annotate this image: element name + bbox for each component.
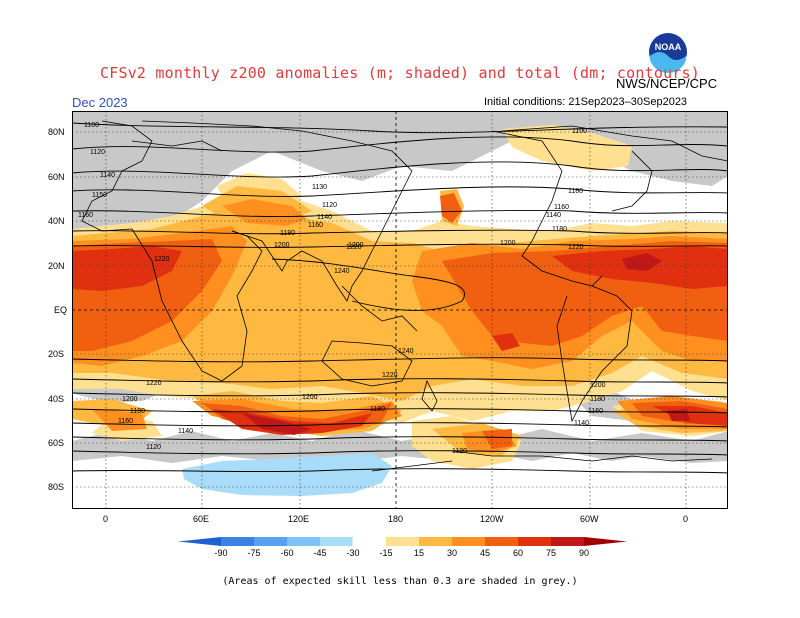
colorbar-swatch (584, 537, 627, 546)
contour-label: 1180 (130, 408, 145, 415)
contour-label: 1220 (568, 244, 584, 251)
noaa-logo: NOAA (649, 33, 687, 73)
colorbar-swatch (386, 537, 419, 546)
skill-footnote: (Areas of expected skill less than 0.3 a… (222, 576, 578, 587)
contour-label: 1200 (500, 240, 516, 247)
colorbar-swatch (485, 537, 518, 546)
lat-label-eq: EQ (54, 305, 68, 315)
contour-label: 1180 (280, 230, 295, 237)
height-contours (72, 122, 728, 474)
colorbar-tick: -15 (379, 548, 392, 558)
contour-label: 1100 (572, 128, 587, 135)
contour-label: 1160 (308, 222, 323, 229)
contour-label: 1240 (334, 268, 350, 275)
colorbar-tick: -75 (247, 548, 260, 558)
lon-label-60w: 60W (580, 514, 599, 524)
lon-label-0-east: 0 (683, 514, 689, 524)
contour-label: 1130 (312, 184, 327, 191)
colorbar-swatches (178, 536, 627, 547)
colorbar-swatch (551, 537, 584, 546)
colorbar-swatch (320, 537, 353, 546)
forecast-month: Dec 2023 (72, 95, 128, 110)
colorbar: -90 -75 -60 -45 -30 -15 15 30 45 60 75 9… (178, 536, 627, 558)
contour-label: 1200 (274, 242, 290, 249)
colorbar-swatch (518, 537, 551, 546)
lat-label-40s: 40S (48, 394, 65, 404)
contour-label: 1120 (322, 202, 337, 209)
major-gridlines (72, 111, 728, 509)
colorbar-tick: -90 (214, 548, 227, 558)
colorbar-tick: 15 (414, 548, 424, 558)
colorbar-tick: 75 (546, 548, 556, 558)
colorbar-tick: -30 (346, 548, 359, 558)
colorbar-swatch (352, 536, 387, 547)
contour-label: 1220 (346, 244, 362, 251)
map-frame (72, 111, 728, 509)
colorbar-tick: 30 (447, 548, 457, 558)
agency-label: NWS/NCEP/CPC (616, 76, 718, 91)
contour-label: 1200 (302, 394, 318, 401)
lon-label-120e: 120E (288, 514, 310, 524)
contour-label: 1140 (574, 420, 589, 427)
initial-conditions: Initial conditions: 21Sep2023–30Sep2023 (484, 96, 688, 108)
contour-label: 1240 (398, 348, 414, 355)
contour-label: 1220 (154, 256, 170, 263)
positive-anomaly-layer-90 (242, 253, 690, 435)
colorbar-swatch (178, 537, 221, 546)
contour-label: 1140 (546, 212, 561, 219)
chart-title: CFSv2 monthly z200 anomalies (m; shaded)… (100, 64, 700, 82)
lat-label-20n: 20N (48, 261, 65, 271)
colorbar-swatch (287, 537, 320, 546)
contour-label: 1180 (590, 396, 605, 403)
colorbar-tick: 90 (579, 548, 589, 558)
anomaly-map: 1100 1120 1140 1150 1160 1130 1120 1140 … (72, 111, 728, 509)
contour-label: 1200 (122, 396, 138, 403)
contour-label: 1200 (590, 382, 606, 389)
contour-label: 1140 (178, 428, 193, 435)
negative-anomaly-antarctic (182, 453, 392, 496)
svg-text:NOAA: NOAA (655, 42, 682, 52)
colorbar-swatch (419, 537, 452, 546)
lat-label-40n: 40N (48, 216, 65, 226)
lat-label-80n: 80N (48, 127, 65, 137)
lon-label-0: 0 (103, 514, 109, 524)
contour-label: 1220 (382, 372, 398, 379)
lat-label-20s: 20S (48, 349, 65, 359)
contour-label: 1160 (118, 418, 133, 425)
contour-label: 1120 (90, 149, 105, 156)
contour-label: 1180 (370, 406, 385, 413)
contour-label: 1120 (452, 448, 467, 455)
contour-labels: 1100 1120 1140 1150 1160 1130 1120 1140 … (78, 122, 606, 455)
contour-label: 1180 (568, 188, 583, 195)
lon-label-120w: 120W (480, 514, 504, 524)
lat-label-60s: 60S (48, 438, 65, 448)
contour-label: 1160 (588, 408, 603, 415)
contour-label: 1150 (92, 192, 107, 199)
lat-label-80s: 80S (48, 482, 65, 492)
colorbar-swatch (254, 537, 287, 546)
colorbar-swatch (221, 537, 254, 546)
contour-label: 1220 (146, 380, 162, 387)
contour-label: 1160 (554, 204, 569, 211)
contour-label: 1120 (146, 444, 161, 451)
lon-label-180: 180 (388, 514, 404, 524)
colorbar-swatch (452, 537, 485, 546)
lon-label-60e: 60E (193, 514, 210, 524)
contour-label: 1140 (317, 214, 332, 221)
contour-label: 1100 (84, 122, 99, 129)
contour-label: 1160 (78, 212, 93, 219)
contour-label: 1140 (100, 172, 115, 179)
colorbar-tick: 60 (513, 548, 523, 558)
lat-label-60n: 60N (48, 172, 65, 182)
colorbar-tick: 45 (480, 548, 490, 558)
colorbar-tick-labels: -90 -75 -60 -45 -30 -15 15 30 45 60 75 9… (214, 548, 589, 558)
contour-label: 1200 (348, 242, 364, 249)
colorbar-tick: -45 (313, 548, 326, 558)
gridlines (72, 111, 728, 509)
colorbar-tick: -60 (280, 548, 293, 558)
contour-label: 1180 (552, 226, 567, 233)
